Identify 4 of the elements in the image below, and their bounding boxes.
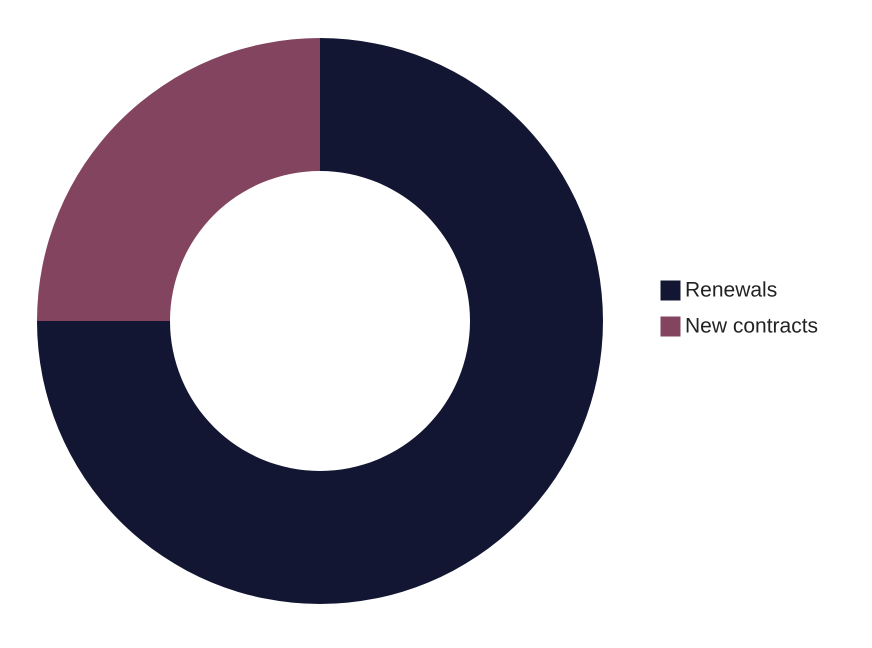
legend-label: Renewals [685, 278, 778, 302]
legend-label: New contracts [685, 314, 818, 338]
donut-slice [37, 38, 320, 321]
donut-slice [37, 38, 603, 604]
